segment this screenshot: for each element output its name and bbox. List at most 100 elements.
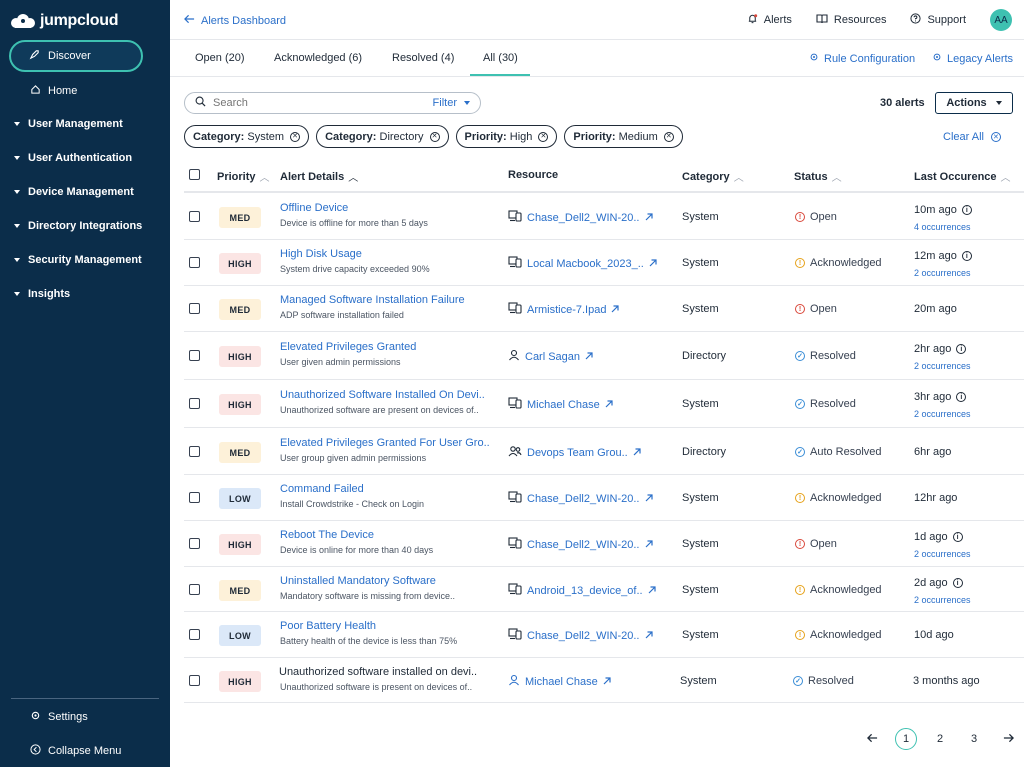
info-icon[interactable]: i <box>961 205 972 215</box>
close-icon[interactable]: ✕ <box>290 131 301 142</box>
table-row[interactable]: HIGH Unauthorized software installed on d… <box>184 658 1024 703</box>
alert-title-link[interactable]: Elevated Privileges Granted <box>280 341 417 353</box>
table-row[interactable]: MED Elevated Privileges Granted For User … <box>184 428 1024 475</box>
actions-button[interactable]: Actions <box>935 92 1013 114</box>
occurrences-link[interactable]: 2 occurrences <box>914 549 971 559</box>
sidebar-item-home[interactable]: Home <box>30 84 77 98</box>
close-icon[interactable]: ✕ <box>429 131 440 142</box>
filter-button[interactable]: Filter <box>433 97 470 109</box>
tab-open[interactable]: Open (20) <box>195 52 245 64</box>
alert-title-link[interactable]: Offline Device <box>280 202 349 214</box>
info-icon[interactable]: i <box>961 251 972 261</box>
resource-link[interactable]: Carl Sagan <box>508 349 593 364</box>
sidebar-section-directory-integrations[interactable]: Directory Integrations <box>14 220 142 232</box>
info-icon[interactable]: i <box>956 344 967 354</box>
alert-title-link[interactable]: Unauthorized Software Installed On Devi.… <box>280 389 485 401</box>
row-checkbox[interactable] <box>189 538 200 549</box>
alert-title-link[interactable]: Managed Software Installation Failure <box>280 294 465 306</box>
page-button[interactable]: 2 <box>936 733 944 745</box>
occurrences-link[interactable]: 2 occurrences <box>914 409 971 419</box>
row-checkbox[interactable] <box>189 211 200 222</box>
column-category[interactable]: Category ︿ <box>682 170 744 185</box>
alert-title-link[interactable]: Reboot The Device <box>280 529 374 541</box>
collapse-menu-button[interactable]: Collapse Menu <box>30 744 121 758</box>
avatar[interactable]: AA <box>990 9 1012 31</box>
alert-title-link[interactable]: Command Failed <box>280 483 364 495</box>
row-checkbox[interactable] <box>189 492 200 503</box>
row-checkbox[interactable] <box>189 350 200 361</box>
tab-all[interactable]: All (30) <box>483 52 518 64</box>
table-row[interactable]: MED Managed Software Installation Failure… <box>184 286 1024 332</box>
row-checkbox[interactable] <box>189 303 200 314</box>
page-button[interactable]: 1 <box>889 727 923 751</box>
filter-chip[interactable]: Category: System ✕ <box>184 125 310 148</box>
occurrences-link[interactable]: 2 occurrences <box>914 361 971 371</box>
rule-configuration-link[interactable]: Rule Configuration <box>809 52 915 65</box>
column-status[interactable]: Status ︿ <box>794 170 842 185</box>
resource-link[interactable]: Chase_Dell2_WIN-20.. <box>508 491 653 506</box>
sidebar-section-device-management[interactable]: Device Management <box>14 186 134 198</box>
row-checkbox[interactable] <box>189 584 200 595</box>
table-row[interactable]: HIGH Unauthorized Software Installed On D… <box>184 380 1024 428</box>
next-page-button[interactable] <box>991 727 1024 751</box>
table-row[interactable]: HIGH Reboot The Device Device is online fo… <box>184 521 1024 567</box>
resource-link[interactable]: Android_13_device_of.. <box>508 583 656 598</box>
tab-resolved[interactable]: Resolved (4) <box>392 52 455 64</box>
search-input[interactable] <box>213 97 426 109</box>
resource-link[interactable]: Chase_Dell2_WIN-20.. <box>508 537 653 552</box>
filter-chip[interactable]: Priority: Medium ✕ <box>564 125 683 148</box>
sidebar-item-settings[interactable]: Settings <box>30 710 88 724</box>
prev-page-button[interactable] <box>855 727 889 751</box>
column-priority[interactable]: Priority ︿ <box>217 170 270 185</box>
legacy-alerts-link[interactable]: Legacy Alerts <box>932 52 1013 65</box>
alert-title-link[interactable]: High Disk Usage <box>280 248 362 260</box>
support-link[interactable]: Support <box>910 13 966 27</box>
page-button[interactable]: 3 <box>970 733 978 745</box>
alert-title-link[interactable]: Poor Battery Health <box>280 620 376 632</box>
row-checkbox[interactable] <box>189 398 200 409</box>
resource-link[interactable]: Michael Chase <box>508 397 613 412</box>
table-row[interactable]: LOW Command Failed Install Crowdstrike - C… <box>184 475 1024 521</box>
close-icon[interactable]: ✕ <box>538 131 549 142</box>
table-row[interactable]: HIGH Elevated Privileges Granted User give… <box>184 332 1024 380</box>
row-checkbox[interactable] <box>189 675 200 686</box>
column-last-occurence[interactable]: Last Occurence ︿ <box>914 170 1011 185</box>
sidebar-section-user-management[interactable]: User Management <box>14 118 123 130</box>
sidebar-section-security-management[interactable]: Security Management <box>14 254 142 266</box>
sidebar-section-insights[interactable]: Insights <box>14 288 70 300</box>
info-icon[interactable]: i <box>952 578 963 588</box>
column-alert-details[interactable]: Alert Details ︿ <box>280 170 359 185</box>
filter-chip[interactable]: Priority: High ✕ <box>455 125 558 148</box>
resource-link[interactable]: Chase_Dell2_WIN-20.. <box>508 628 653 643</box>
tab-acknowledged[interactable]: Acknowledged (6) <box>274 52 363 64</box>
sidebar-section-user-authentication[interactable]: User Authentication <box>14 152 132 164</box>
jumpcloud-logo[interactable]: jumpcloud <box>10 12 118 30</box>
resources-link[interactable]: Resources <box>816 13 886 27</box>
row-checkbox[interactable] <box>189 629 200 640</box>
table-row[interactable]: MED Uninstalled Mandatory Software Mandato… <box>184 567 1024 612</box>
row-checkbox[interactable] <box>189 257 200 268</box>
table-row[interactable]: HIGH High Disk Usage System drive capacity… <box>184 240 1024 286</box>
resource-link[interactable]: Michael Chase <box>508 674 611 689</box>
filter-chip[interactable]: Category: Directory ✕ <box>316 125 449 148</box>
alert-title-link[interactable]: Elevated Privileges Granted For User Gro… <box>280 437 490 449</box>
row-checkbox[interactable] <box>189 446 200 457</box>
alert-title-link[interactable]: Unauthorized software installed on devi.… <box>279 666 478 678</box>
resource-link[interactable]: Devops Team Grou.. <box>508 445 641 460</box>
close-icon[interactable]: ✕ <box>663 131 674 142</box>
alerts-link[interactable]: Alerts <box>747 13 792 27</box>
column-resource[interactable]: Resource <box>508 169 559 181</box>
table-row[interactable]: LOW Poor Battery Health Battery health of … <box>184 612 1024 658</box>
info-icon[interactable]: i <box>956 392 967 402</box>
sidebar-item-discover[interactable]: Discover <box>9 40 143 72</box>
resource-link[interactable]: Armistice-7.Ipad <box>508 302 620 317</box>
occurrences-link[interactable]: 4 occurrences <box>914 222 971 232</box>
occurrences-link[interactable]: 2 occurrences <box>914 595 971 605</box>
info-icon[interactable]: i <box>952 532 963 542</box>
select-all-checkbox[interactable] <box>189 169 200 180</box>
table-row[interactable]: MED Offline Device Device is offline for m… <box>184 193 1024 240</box>
occurrences-link[interactable]: 2 occurrences <box>914 268 971 278</box>
clear-all-button[interactable]: Clear All ✕ <box>943 131 1001 143</box>
resource-link[interactable]: Chase_Dell2_WIN-20.. <box>508 210 653 225</box>
resource-link[interactable]: Local Macbook_2023_.. <box>508 256 657 271</box>
